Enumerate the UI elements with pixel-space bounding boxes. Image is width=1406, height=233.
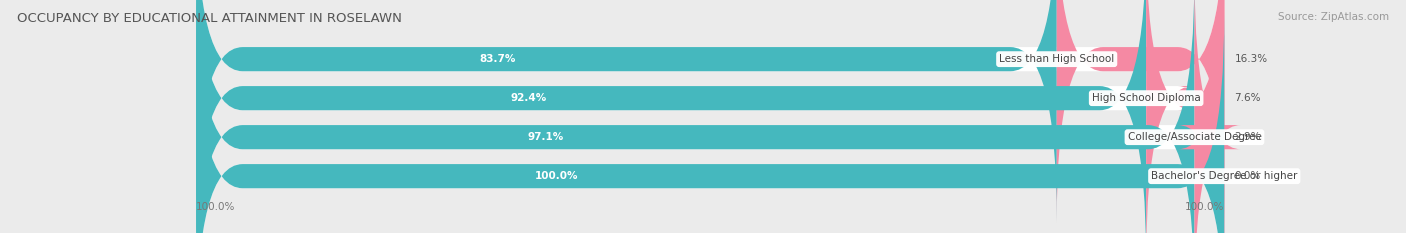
FancyBboxPatch shape — [197, 13, 1225, 233]
FancyBboxPatch shape — [197, 0, 1195, 233]
Text: 100.0%: 100.0% — [197, 202, 236, 212]
FancyBboxPatch shape — [1057, 0, 1225, 223]
Text: 0.0%: 0.0% — [1234, 171, 1261, 181]
Text: High School Diploma: High School Diploma — [1092, 93, 1201, 103]
FancyBboxPatch shape — [1146, 0, 1225, 233]
Text: College/Associate Degree: College/Associate Degree — [1128, 132, 1261, 142]
FancyBboxPatch shape — [1178, 0, 1240, 233]
FancyBboxPatch shape — [197, 0, 1225, 233]
Text: 7.6%: 7.6% — [1234, 93, 1261, 103]
FancyBboxPatch shape — [197, 0, 1146, 233]
FancyBboxPatch shape — [197, 0, 1225, 223]
Text: 92.4%: 92.4% — [510, 93, 547, 103]
Text: OCCUPANCY BY EDUCATIONAL ATTAINMENT IN ROSELAWN: OCCUPANCY BY EDUCATIONAL ATTAINMENT IN R… — [17, 12, 402, 25]
Text: Source: ZipAtlas.com: Source: ZipAtlas.com — [1278, 12, 1389, 22]
Text: 83.7%: 83.7% — [479, 54, 516, 64]
FancyBboxPatch shape — [197, 0, 1225, 233]
Text: 100.0%: 100.0% — [1185, 202, 1225, 212]
Text: Less than High School: Less than High School — [1000, 54, 1115, 64]
FancyBboxPatch shape — [197, 0, 1057, 223]
FancyBboxPatch shape — [197, 13, 1225, 233]
Text: 97.1%: 97.1% — [527, 132, 564, 142]
Text: 2.9%: 2.9% — [1234, 132, 1261, 142]
Text: 16.3%: 16.3% — [1234, 54, 1268, 64]
Text: 100.0%: 100.0% — [534, 171, 578, 181]
Text: Bachelor's Degree or higher: Bachelor's Degree or higher — [1152, 171, 1298, 181]
